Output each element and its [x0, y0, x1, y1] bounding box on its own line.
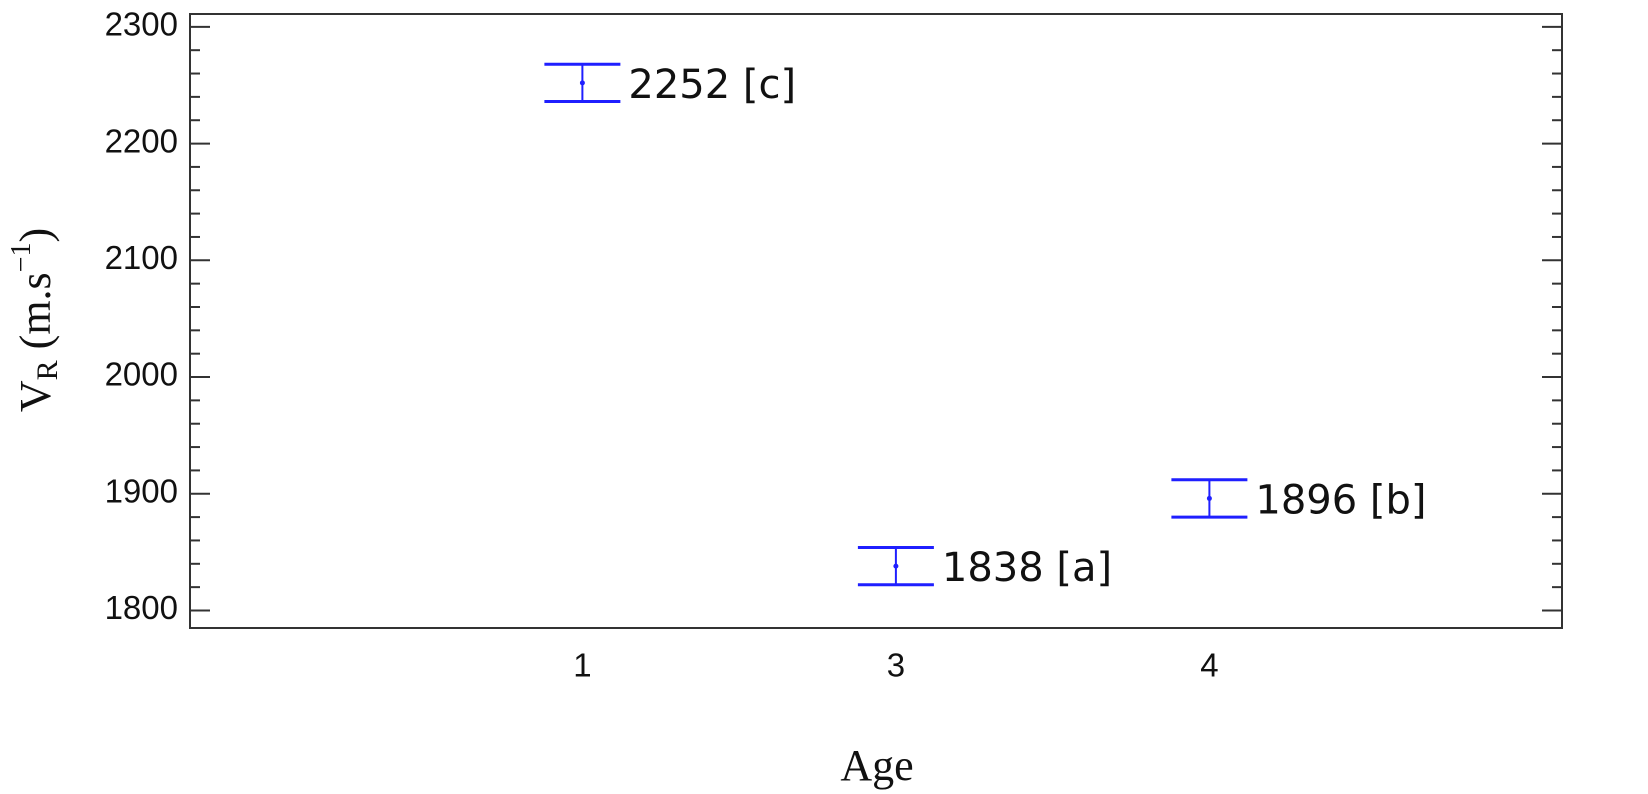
mean-point — [1206, 495, 1212, 501]
y-label-part: (m.s — [11, 272, 60, 360]
value-label: 2252 [c] — [628, 62, 796, 108]
y-label-part: V — [11, 380, 60, 412]
x-tick-label: 4 — [1200, 647, 1218, 684]
mean-point — [893, 563, 899, 569]
x-tick-label: 1 — [573, 647, 591, 684]
mean-point — [579, 80, 585, 86]
plot-frame — [189, 13, 1563, 629]
error-bar — [1171, 478, 1248, 519]
y-tick-label: 2100 — [105, 239, 178, 276]
y-label-part: ) — [11, 228, 60, 243]
x-tick-label: 3 — [887, 647, 905, 684]
error-bar — [857, 545, 934, 587]
x-axis-label: Age — [840, 741, 913, 790]
y-tick-label: 2200 — [105, 122, 178, 159]
y-tick-label: 1900 — [105, 472, 178, 509]
value-label: 1838 [a] — [942, 545, 1112, 591]
y-tick-label: 2300 — [105, 6, 178, 43]
y-tick-label: 2000 — [105, 356, 178, 393]
y-label-sub: R — [31, 360, 64, 380]
error-bar — [544, 62, 621, 104]
value-label: 1896 [b] — [1255, 477, 1426, 523]
y-tick-label: 1800 — [105, 589, 178, 626]
y-label-sup: −1 — [6, 243, 37, 273]
y-axis-label: VR (m.s−1) — [6, 228, 63, 412]
